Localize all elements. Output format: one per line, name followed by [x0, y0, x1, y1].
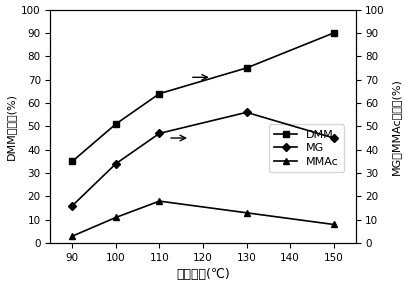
MG [70, 204, 75, 208]
MG [157, 132, 162, 135]
Line: MG: MG [69, 110, 336, 209]
Line: DMM: DMM [69, 30, 336, 164]
DMM [243, 66, 248, 70]
MMAc [113, 216, 118, 219]
DMM [330, 31, 335, 35]
Y-axis label: MG和MMAc选择性(%): MG和MMAc选择性(%) [390, 78, 399, 175]
Line: MMAc: MMAc [68, 198, 337, 240]
MG [243, 110, 248, 114]
MMAc [330, 223, 335, 226]
MMAc [157, 199, 162, 203]
MMAc [243, 211, 248, 214]
Legend: DMM, MG, MMAc: DMM, MG, MMAc [268, 125, 343, 172]
MG [113, 162, 118, 166]
X-axis label: 反应温度(℃): 反应温度(℃) [176, 268, 229, 282]
DMM [70, 160, 75, 163]
DMM [113, 122, 118, 126]
Y-axis label: DMM转化率(%): DMM转化率(%) [6, 93, 15, 160]
MG [330, 136, 335, 140]
MMAc [70, 234, 75, 238]
DMM [157, 92, 162, 95]
